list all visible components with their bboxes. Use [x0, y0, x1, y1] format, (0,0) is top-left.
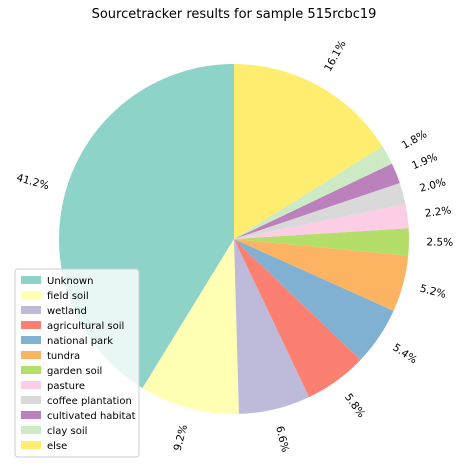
legend-swatch-field-soil [21, 291, 41, 299]
legend-label-national-park: national park [47, 336, 113, 347]
pie-slice-cultivated-habitat [234, 163, 400, 239]
legend-label-coffee-plantation: coffee plantation [47, 396, 132, 407]
pie-slice-clay-soil [234, 146, 392, 239]
legend-label-cultivated-habitat: cultivated habitat [47, 411, 136, 422]
pie-slice-coffee-plantation [234, 183, 406, 239]
legend-swatch-wetland [21, 306, 41, 314]
pct-label-tundra: 5.2% [419, 283, 448, 301]
legend-label-clay-soil: clay soil [47, 426, 87, 437]
pct-label-else: 16.1% [322, 39, 349, 74]
chart-title: Sourcetracker results for sample 515rcbc… [92, 7, 377, 22]
pct-label-pasture: 2.2% [424, 205, 452, 220]
legend-swatch-else [21, 441, 41, 449]
pie-slice-pasture [234, 204, 409, 239]
legend-label-else: else [47, 441, 67, 452]
pie-slice-national-park [234, 239, 394, 360]
legend-label-wetland: wetland [47, 306, 87, 317]
pct-label-field-soil: 9.2% [172, 423, 190, 452]
legend-swatch-garden-soil [21, 366, 41, 374]
legend-label-agricultural-soil: agricultural soil [47, 321, 124, 332]
pie-slice-else [234, 64, 383, 239]
legend-swatch-national-park [21, 336, 41, 344]
pct-label-garden-soil: 2.5% [426, 236, 453, 248]
legend-label-pasture: pasture [47, 381, 85, 392]
pct-label-national-park: 5.4% [390, 342, 419, 367]
legend-swatch-coffee-plantation [21, 396, 41, 404]
pie-slice-garden-soil [234, 228, 409, 256]
pct-label-cultivated-habitat: 1.9% [410, 151, 439, 172]
legend-label-field-soil: field soil [47, 291, 89, 302]
legend-box [14, 268, 140, 458]
pct-label-wetland: 6.6% [273, 425, 291, 454]
pie-slice-tundra [234, 239, 409, 311]
pie-slice-wetland [234, 239, 310, 414]
legend-swatch-cultivated-habitat [21, 411, 41, 419]
pie-slice-agricultural-soil [234, 239, 361, 398]
legend-label-garden-soil: garden soil [47, 366, 102, 377]
pct-label-unknown: 41.2% [15, 172, 50, 193]
pct-label-agricultural-soil: 5.8% [342, 392, 367, 421]
legend-swatch-unknown [21, 276, 41, 284]
legend: Unknown field soil wetland agricultural soi… [14, 268, 140, 458]
pct-label-clay-soil: 1.8% [400, 128, 429, 151]
pie-slice-field-soil [142, 239, 239, 414]
legend-label-unknown: Unknown [47, 276, 93, 287]
legend-swatch-clay-soil [21, 426, 41, 434]
legend-swatch-agricultural-soil [21, 321, 41, 329]
legend-label-tundra: tundra [47, 351, 80, 362]
legend-swatch-pasture [21, 381, 41, 389]
legend-swatch-tundra [21, 351, 41, 359]
pct-label-coffee-plantation: 2.0% [418, 176, 447, 195]
